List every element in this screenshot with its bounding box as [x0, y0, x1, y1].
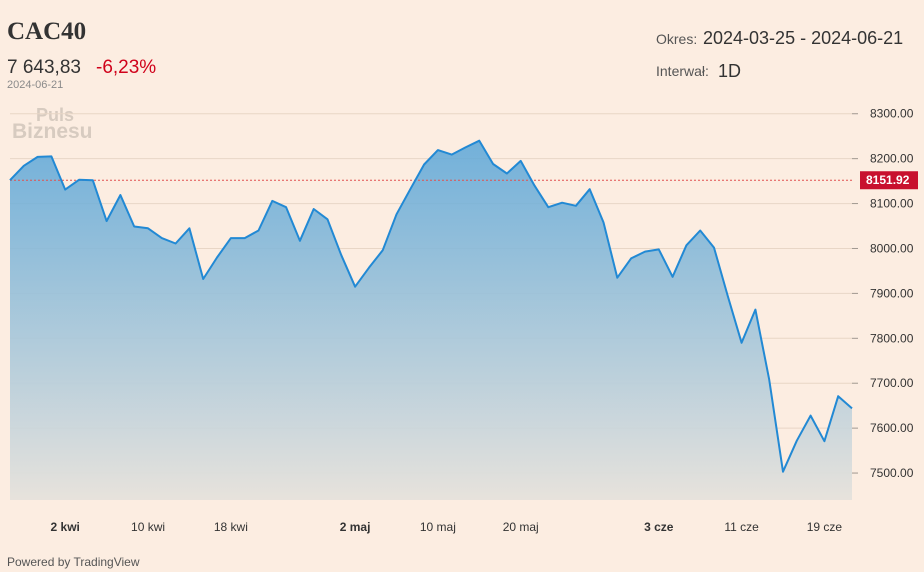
- y-tick-label: 8000.00: [870, 241, 914, 255]
- last-date: 2024-06-21: [7, 79, 64, 91]
- x-tick-label: 2 kwi: [51, 520, 80, 534]
- percent-change: -6,23%: [96, 57, 157, 78]
- y-tick-label: 8300.00: [870, 107, 914, 121]
- x-tick-label: 2 maj: [340, 520, 371, 534]
- y-tick-label: 7800.00: [870, 331, 914, 345]
- svg-text:Puls: Puls: [36, 105, 74, 125]
- last-price: 7 643,83: [7, 57, 81, 78]
- svg-text:Biznesu: Biznesu: [12, 120, 93, 143]
- reference-label-text: 8151.92: [866, 173, 910, 187]
- puls-biznesu-logo: Puls Biznesu: [12, 105, 93, 143]
- x-tick-label: 10 maj: [420, 520, 456, 534]
- x-tick-label: 10 kwi: [131, 520, 165, 534]
- y-tick-label: 7500.00: [870, 466, 914, 480]
- interval-selector[interactable]: 1D: [718, 61, 742, 81]
- y-tick-label: 8100.00: [870, 197, 914, 211]
- x-tick-label: 20 maj: [503, 520, 539, 534]
- interval-label: Interwał:: [656, 63, 709, 79]
- powered-by-link[interactable]: Powered by TradingView: [7, 555, 140, 569]
- x-tick-label: 3 cze: [644, 520, 674, 534]
- period-selector[interactable]: 2024-03-25 - 2024-06-21: [703, 28, 904, 48]
- y-tick-label: 7900.00: [870, 286, 914, 300]
- price-line: [9, 139, 853, 473]
- reference-label-bg: [860, 171, 918, 190]
- y-tick-label: 7700.00: [870, 376, 914, 390]
- x-axis: 2 kwi 10 kwi 18 kwi 2 maj 10 maj 20 maj 3 cze 1…: [51, 520, 843, 534]
- y-tick-label: 8200.00: [870, 152, 914, 166]
- y-tick-label: 7600.00: [870, 421, 914, 435]
- reference-price-label: 8151.92: [860, 171, 918, 190]
- x-tick-label: 19 cze: [807, 520, 843, 534]
- x-tick-label: 18 kwi: [214, 520, 248, 534]
- period-label: Okres:: [656, 31, 698, 47]
- price-area: [10, 140, 852, 500]
- index-title: CAC40: [7, 18, 87, 45]
- x-tick-label: 11 cze: [724, 520, 759, 534]
- y-axis: 8300.00 8200.00 8100.00 8000.00 7900.00 7800.…: [852, 107, 914, 480]
